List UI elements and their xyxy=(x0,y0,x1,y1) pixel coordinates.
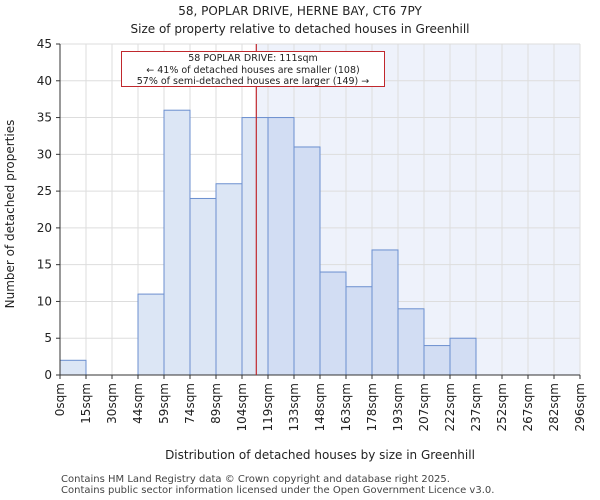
x-tick-label: 30sqm xyxy=(105,383,119,424)
footer-line-1: Contains HM Land Registry data © Crown c… xyxy=(61,474,450,485)
x-tick-label: 237sqm xyxy=(469,383,483,431)
x-tick-label: 193sqm xyxy=(391,383,405,431)
y-tick-label: 45 xyxy=(37,37,52,51)
x-tick-label: 89sqm xyxy=(209,383,223,424)
y-tick-label: 25 xyxy=(37,184,52,198)
y-tick-label: 20 xyxy=(37,221,52,235)
y-axis-label: Number of detached properties xyxy=(3,119,17,309)
x-tick-label: 222sqm xyxy=(443,383,457,431)
y-tick-label: 10 xyxy=(37,294,52,308)
annotation-line-1: 58 POPLAR DRIVE: 111sqm xyxy=(188,53,318,64)
bar xyxy=(189,197,217,376)
y-tick-label: 30 xyxy=(37,147,52,161)
x-tick-label: 44sqm xyxy=(131,383,145,424)
footer-line-2: Contains public sector information licen… xyxy=(61,485,495,496)
marker-annotation: 58 POPLAR DRIVE: 111sqm ← 41% of detache… xyxy=(121,51,385,87)
chart-subtitle: Size of property relative to detached ho… xyxy=(130,22,470,36)
x-tick-label: 282sqm xyxy=(547,383,561,431)
x-tick-label: 59sqm xyxy=(157,383,171,424)
y-tick-label: 15 xyxy=(37,258,52,272)
x-tick-label: 163sqm xyxy=(339,383,353,431)
x-tick-label: 207sqm xyxy=(417,383,431,431)
x-axis-label: Distribution of detached houses by size … xyxy=(165,448,475,462)
bar xyxy=(319,271,347,376)
bar xyxy=(137,293,165,376)
x-tick-label: 15sqm xyxy=(79,383,93,424)
bar xyxy=(59,359,87,376)
bar xyxy=(241,117,269,376)
bar xyxy=(215,183,243,376)
bar xyxy=(163,109,191,376)
annotation-line-2: ← 41% of detached houses are smaller (10… xyxy=(146,64,360,76)
bar xyxy=(371,249,399,376)
bar xyxy=(345,286,373,376)
bar xyxy=(423,345,451,376)
bar xyxy=(449,337,477,376)
x-tick-label: 178sqm xyxy=(365,383,379,431)
y-tick-label: 5 xyxy=(44,331,52,345)
x-tick-label: 74sqm xyxy=(183,383,197,424)
x-tick-label: 252sqm xyxy=(495,383,509,431)
x-tick-label: 0sqm xyxy=(53,383,67,416)
x-tick-label: 148sqm xyxy=(313,383,327,431)
x-tick-label: 133sqm xyxy=(287,383,301,431)
chart-title: 58, POPLAR DRIVE, HERNE BAY, CT6 7PY xyxy=(178,4,422,18)
x-tick-label: 267sqm xyxy=(521,383,535,431)
y-tick-label: 35 xyxy=(37,111,52,125)
y-tick-label: 0 xyxy=(44,368,52,382)
annotation-line-3: 57% of semi-detached houses are larger (… xyxy=(136,76,370,87)
bar xyxy=(267,117,295,376)
bar xyxy=(293,146,321,376)
x-tick-label: 119sqm xyxy=(261,383,275,431)
x-tick-label: 296sqm xyxy=(573,383,587,431)
y-tick-label: 40 xyxy=(37,74,52,88)
bar xyxy=(397,308,425,376)
x-tick-label: 104sqm xyxy=(235,383,249,431)
